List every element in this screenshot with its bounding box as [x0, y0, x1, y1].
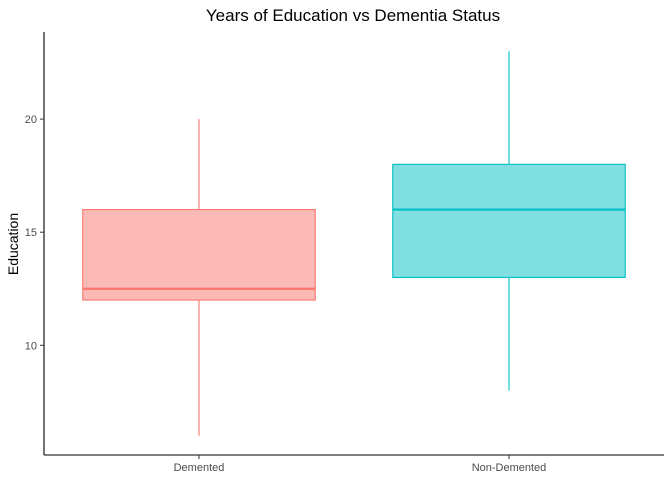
box-iqr [82, 209, 316, 301]
x-tick-label: Non-Demented [472, 462, 547, 474]
y-tick-label: 10 [25, 340, 37, 352]
y-tick-label: 20 [25, 114, 37, 126]
plot-area [82, 51, 626, 436]
y-axis-label: Education [5, 213, 21, 275]
box-iqr [392, 163, 626, 278]
chart-title: Years of Education vs Dementia Status [206, 6, 500, 25]
box-group [392, 51, 626, 391]
y-axis-ticks: 10 15 20 [25, 114, 44, 352]
box-group [82, 119, 316, 436]
y-tick-label: 15 [25, 227, 37, 239]
x-tick-label: Demented [174, 462, 225, 474]
x-axis-ticks: Demented Non-Demented [174, 455, 547, 474]
